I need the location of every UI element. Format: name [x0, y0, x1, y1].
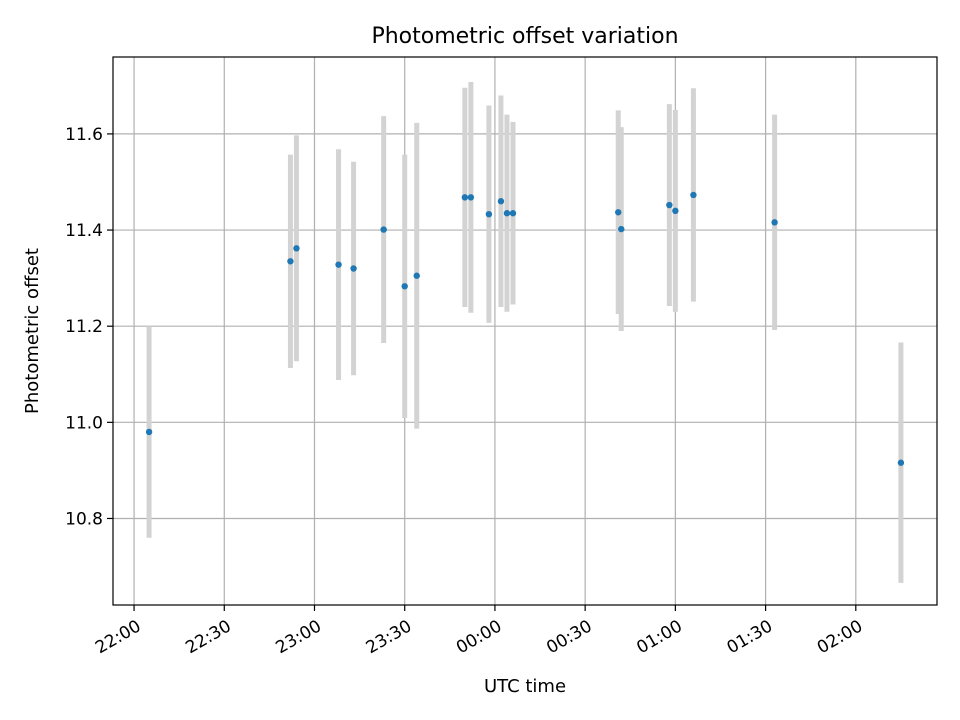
- y-axis: 10.8 11.0 11.2 11.4 11.6: [65, 125, 113, 529]
- data-point: [666, 201, 673, 209]
- data-point: [401, 283, 408, 290]
- data-point: [690, 191, 697, 199]
- x-tick-label: 23:30: [363, 616, 415, 658]
- data-point: [485, 210, 493, 218]
- data-point: [335, 261, 342, 268]
- x-tick-label: 02:00: [814, 616, 866, 658]
- y-tick-label: 11.6: [65, 125, 103, 145]
- data-point: [467, 194, 475, 201]
- data-point: [413, 272, 420, 279]
- data-point: [380, 226, 387, 233]
- x-axis-label: UTC time: [484, 676, 566, 697]
- x-tick-label: 01:00: [633, 616, 685, 658]
- data-point: [672, 207, 679, 215]
- data-point: [497, 198, 505, 205]
- data-point: [145, 428, 153, 436]
- grid: [113, 57, 937, 605]
- data-point: [615, 209, 622, 216]
- chart-title: Photometric offset variation: [371, 24, 678, 49]
- data-point: [293, 245, 300, 252]
- y-axis-label: Photometric offset: [22, 248, 43, 414]
- data-point: [503, 210, 511, 217]
- data-point: [461, 194, 469, 201]
- data-point: [897, 459, 905, 466]
- y-tick-label: 11.4: [65, 221, 103, 241]
- y-tick-label: 11.0: [65, 413, 103, 433]
- x-tick-label: 23:00: [273, 616, 325, 658]
- data-point: [618, 225, 625, 233]
- plot-frame: [112, 56, 938, 606]
- x-tick-label: 22:30: [182, 616, 234, 658]
- data-point: [350, 265, 357, 272]
- x-tick-label: 00:00: [453, 616, 505, 658]
- data-point: [287, 258, 294, 265]
- data-points: [145, 191, 905, 466]
- x-tick-label: 00:30: [543, 616, 595, 658]
- x-axis: 22:00 22:30 23:00 23:30 00:00 00:30 01:00 01:30…: [92, 605, 866, 658]
- x-tick-label: 01:30: [724, 616, 776, 658]
- y-tick-label: 10.8: [65, 509, 103, 529]
- error-bars: [146, 81, 904, 583]
- y-tick-label: 11.2: [65, 317, 103, 337]
- data-point: [509, 210, 517, 217]
- data-point: [771, 219, 778, 226]
- x-tick-label: 22:00: [92, 616, 144, 658]
